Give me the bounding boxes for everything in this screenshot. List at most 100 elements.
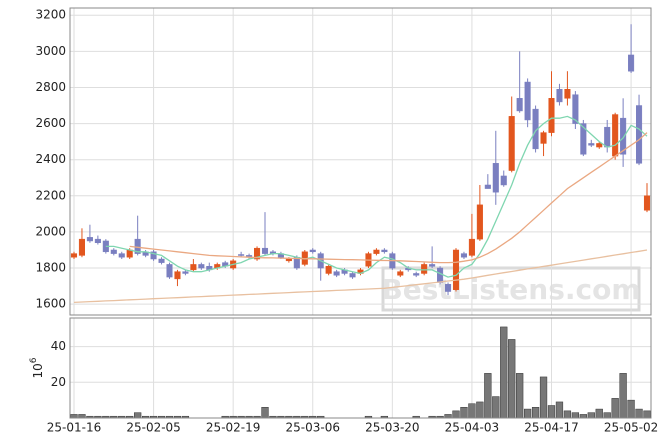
y-tick-label: 40 xyxy=(51,339,66,353)
volume-bar xyxy=(643,410,651,419)
candle-body xyxy=(118,253,125,258)
volume-bar xyxy=(627,399,635,419)
y-axis-label-base: 10 xyxy=(31,363,45,378)
ma-line xyxy=(129,132,648,264)
y-tick-label: 2400 xyxy=(35,152,66,166)
volume-bar xyxy=(555,401,564,419)
candle-body xyxy=(285,258,292,262)
candle-body xyxy=(643,195,651,211)
volume-bar xyxy=(563,410,572,419)
candle-body xyxy=(476,204,483,240)
volume-bar xyxy=(508,339,516,419)
volume-bar xyxy=(492,396,500,419)
plot-frame xyxy=(69,7,652,316)
candle-body xyxy=(397,271,404,276)
volume-bar xyxy=(587,412,595,419)
volume-bar xyxy=(484,373,492,419)
candle-body xyxy=(254,247,261,260)
volume-bar xyxy=(603,412,611,419)
candle-body xyxy=(429,264,436,267)
candle-body xyxy=(182,271,189,274)
candle-body xyxy=(158,258,165,263)
volume-bar xyxy=(531,407,540,419)
x-tick-label: 25-05-02 xyxy=(604,421,658,435)
y-tick-label: 3200 xyxy=(35,8,66,22)
volume-bar xyxy=(571,412,580,419)
candle-body xyxy=(333,271,340,276)
volume-bar xyxy=(595,408,603,419)
volume-bar xyxy=(500,326,508,419)
candle-body xyxy=(166,264,173,278)
y-tick-label: 3000 xyxy=(35,44,66,58)
candle-body xyxy=(636,105,643,164)
watermark: BestListens.com xyxy=(381,273,640,306)
plot-frame xyxy=(69,317,652,419)
candle-body xyxy=(540,132,547,144)
volume-bar xyxy=(547,405,556,419)
candle-body xyxy=(508,116,515,171)
volume-bar xyxy=(516,373,524,419)
candle-body xyxy=(421,264,428,274)
candle-body xyxy=(94,238,101,244)
candle-body xyxy=(309,249,316,253)
candle-body xyxy=(484,184,491,189)
candle-body xyxy=(373,249,380,254)
candle-body xyxy=(580,123,587,155)
candle-body xyxy=(78,238,85,256)
x-tick-label: 25-03-20 xyxy=(365,421,419,435)
candle-body xyxy=(596,143,603,148)
candle-body xyxy=(198,264,205,269)
volume-bar xyxy=(619,373,627,419)
y-tick-label: 1800 xyxy=(35,261,66,275)
y-tick-label: 2000 xyxy=(35,224,66,238)
volume-bar xyxy=(452,410,460,419)
candle-body xyxy=(468,238,475,256)
volume-bar xyxy=(261,407,269,419)
candle-body xyxy=(612,114,619,157)
candle-body xyxy=(437,267,444,283)
candle-body xyxy=(190,264,197,271)
candle-body xyxy=(174,271,181,280)
candle-body xyxy=(452,249,460,290)
candle-body xyxy=(70,253,78,258)
y-tick-label: 2200 xyxy=(35,188,66,202)
volume-bar xyxy=(70,414,78,419)
candle-body xyxy=(516,98,523,112)
candle-body xyxy=(325,265,332,274)
y-axis-label-exponent: 6 xyxy=(29,357,39,363)
volume-bar xyxy=(476,401,484,419)
candle-body xyxy=(620,117,627,155)
volume-bar xyxy=(611,398,619,419)
volume-bar xyxy=(134,412,142,419)
volume-bar xyxy=(444,414,452,419)
y-tick-label: 2600 xyxy=(35,116,66,130)
candle-body xyxy=(564,89,571,99)
candle-body xyxy=(588,143,595,146)
candle-body xyxy=(604,126,611,148)
candle-body xyxy=(413,273,420,276)
candle-body xyxy=(572,94,579,124)
candle-body xyxy=(238,254,245,256)
candle-body xyxy=(445,284,452,292)
candle-body xyxy=(500,175,507,186)
candle-body xyxy=(261,247,269,254)
ma-line xyxy=(105,115,648,278)
volume-bar xyxy=(523,408,532,419)
candle-body xyxy=(150,251,157,260)
candle-body xyxy=(492,163,499,193)
x-tick-label: 25-01-16 xyxy=(47,421,101,435)
x-tick-label: 25-04-17 xyxy=(524,421,578,435)
candle-body xyxy=(381,249,388,253)
candle-body xyxy=(524,81,531,121)
y-tick-label: 20 xyxy=(51,375,66,389)
candle-body xyxy=(86,237,93,242)
volume-bar xyxy=(468,403,476,419)
x-tick-label: 25-02-05 xyxy=(126,421,180,435)
x-tick-label: 25-04-03 xyxy=(445,421,499,435)
volume-bar xyxy=(460,407,468,419)
candle-body xyxy=(460,253,467,258)
x-tick-label: 25-02-19 xyxy=(206,421,260,435)
ma-line xyxy=(73,249,648,304)
volume-bar xyxy=(539,376,548,419)
